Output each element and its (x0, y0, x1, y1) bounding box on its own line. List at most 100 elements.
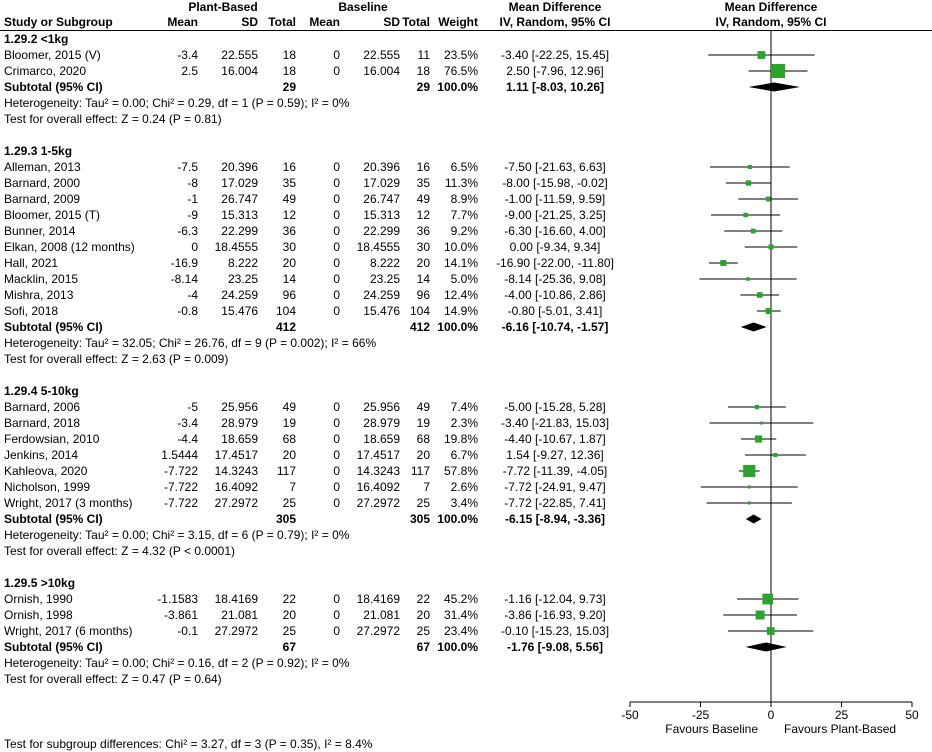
ci-text: -3.86 [-16.93, 9.20] (504, 608, 606, 622)
baseline-sd-col-header: SD (383, 15, 400, 29)
study-name: Barnard, 2009 (4, 192, 81, 206)
plant-sd: 18.659 (221, 432, 258, 446)
weight-value: 6.5% (450, 160, 478, 174)
ci-text: -6.15 [-8.94, -3.36] (504, 512, 606, 526)
baseline-mean: 0 (333, 64, 340, 78)
plant-sd: 16.004 (221, 64, 258, 78)
study-col-header: Study or Subgroup (4, 15, 113, 29)
plant-mean: -9 (187, 208, 198, 222)
effect-square (720, 259, 727, 267)
baseline-sd: 26.747 (363, 192, 400, 206)
baseline-total-col-header: Total (402, 15, 430, 29)
plant-mean: -3.4 (177, 416, 198, 430)
plant-total: 104 (275, 304, 296, 318)
baseline-total: 22 (416, 592, 430, 606)
weight-value: 5.0% (450, 272, 478, 286)
study-name: Nicholson, 1999 (4, 480, 91, 494)
effect-square (757, 51, 766, 59)
overall-effect-note: Test for overall effect: Z = 2.63 (P = 0… (0, 351, 632, 367)
baseline-total: 35 (416, 176, 430, 190)
study-row: Wright, 2017 (3 months) -7.722 27.2972 25 0 2… (0, 495, 632, 511)
baseline-mean: 0 (333, 272, 340, 286)
ci-text: 1.54 [-9.27, 12.36] (506, 448, 604, 462)
plant-total: 7 (289, 480, 296, 494)
baseline-mean: 0 (333, 496, 340, 510)
baseline-sd: 22.555 (363, 48, 400, 62)
plant-mean: -8.14 (170, 272, 198, 286)
plant-total: 30 (282, 240, 296, 254)
study-row: Alleman, 2013 -7.5 20.396 16 0 20.396 16 6.5% -7… (0, 159, 632, 175)
baseline-mean: 0 (333, 160, 340, 174)
overall-effect-note-text: Test for overall effect: Z = 0.47 (P = 0… (4, 672, 222, 686)
plant-sd: 26.747 (221, 192, 258, 206)
effect-square (768, 244, 774, 250)
baseline-total: 29 (416, 80, 430, 94)
baseline-mean: 0 (333, 256, 340, 270)
plant-mean: -1 (187, 192, 198, 206)
baseline-total: 25 (416, 624, 430, 638)
baseline-mean (296, 639, 340, 655)
study-row: Nicholson, 1999 -7.722 16.4092 7 0 16.4092 7 2.… (0, 479, 632, 495)
ci-text: -7.72 [-22.85, 7.41] (504, 496, 606, 510)
plant-total: 29 (282, 80, 296, 94)
axis-tick-label: -25 (692, 708, 710, 722)
baseline-sd: 21.081 (363, 608, 400, 622)
study-name: Mishra, 2013 (4, 288, 74, 302)
baseline-total: 18 (416, 64, 430, 78)
baseline-sd (340, 639, 400, 655)
ci-text: -8.14 [-25.36, 9.08] (504, 272, 606, 286)
plant-total: 49 (282, 400, 296, 414)
study-name: Ferdowsian, 2010 (4, 432, 100, 446)
weight-value: 31.4% (443, 608, 478, 622)
spacer-row (0, 367, 632, 383)
plant-total: 68 (282, 432, 296, 446)
effect-square (766, 627, 775, 635)
baseline-mean-col-header: Mean (309, 15, 340, 29)
ci-text: -4.40 [-10.67, 1.87] (504, 432, 606, 446)
baseline-total: 67 (416, 640, 430, 654)
subtotal-row: Subtotal (95% CI) 305 305 100.0% -6.15 [-8.9… (0, 511, 632, 527)
ci-text: -16.90 [-22.00, -11.80] (496, 256, 614, 270)
plant-sd: 17.029 (221, 176, 258, 190)
baseline-mean: 0 (333, 240, 340, 254)
plant-total: 305 (275, 512, 296, 526)
effect-square (754, 404, 760, 410)
subtotal-label: Subtotal (95% CI) (4, 80, 103, 94)
axis-tick-label: 25 (835, 708, 849, 722)
baseline-sd (340, 319, 400, 335)
effect-square (743, 464, 756, 478)
overall-effect-note-text: Test for overall effect: Z = 2.63 (P = 0… (4, 352, 229, 366)
baseline-total: 68 (416, 432, 430, 446)
subgroup-heading: 1.29.3 1-5kg (0, 143, 632, 159)
study-name: Barnard, 2000 (4, 176, 81, 190)
effect-square (762, 593, 774, 605)
plant-sd: 8.222 (227, 256, 258, 270)
weight-value: 23.4% (443, 624, 478, 638)
favours-baseline-label: Favours Baseline (665, 722, 758, 736)
subtotal-diamond (745, 514, 762, 524)
study-name: Elkan, 2008 (12 months) (4, 240, 135, 254)
favours-plant-based-label: Favours Plant-Based (784, 722, 896, 736)
plant-sd: 22.299 (221, 224, 258, 238)
study-row: Kahleova, 2020 -7.722 14.3243 117 0 14.3243 11… (0, 463, 632, 479)
plant-sd (198, 639, 258, 655)
ci-text: -8.00 [-15.98, -0.02] (502, 176, 608, 190)
subgroup-heading: 1.29.4 5-10kg (0, 383, 632, 399)
study-row: Macklin, 2015 -8.14 23.25 14 0 23.25 14 5.0% -8.… (0, 271, 632, 287)
weight-value: 10.0% (443, 240, 478, 254)
baseline-total: 305 (409, 512, 430, 526)
effect-square (747, 485, 751, 489)
ci-text: -9.00 [-21.25, 3.25] (504, 208, 606, 222)
study-name: Hall, 2021 (4, 256, 59, 270)
baseline-total: 7 (423, 480, 430, 494)
plant-sd: 25.956 (221, 400, 258, 414)
weight-value: 14.9% (443, 304, 478, 318)
plant-total: 14 (282, 272, 296, 286)
plant-mean (150, 639, 198, 655)
plant-total: 25 (282, 624, 296, 638)
ci-text: -0.80 [-5.01, 3.41] (507, 304, 603, 318)
plant-total: 20 (282, 256, 296, 270)
baseline-mean: 0 (333, 464, 340, 478)
plant-mean: -4.4 (177, 432, 198, 446)
weight-value: 7.7% (450, 208, 478, 222)
